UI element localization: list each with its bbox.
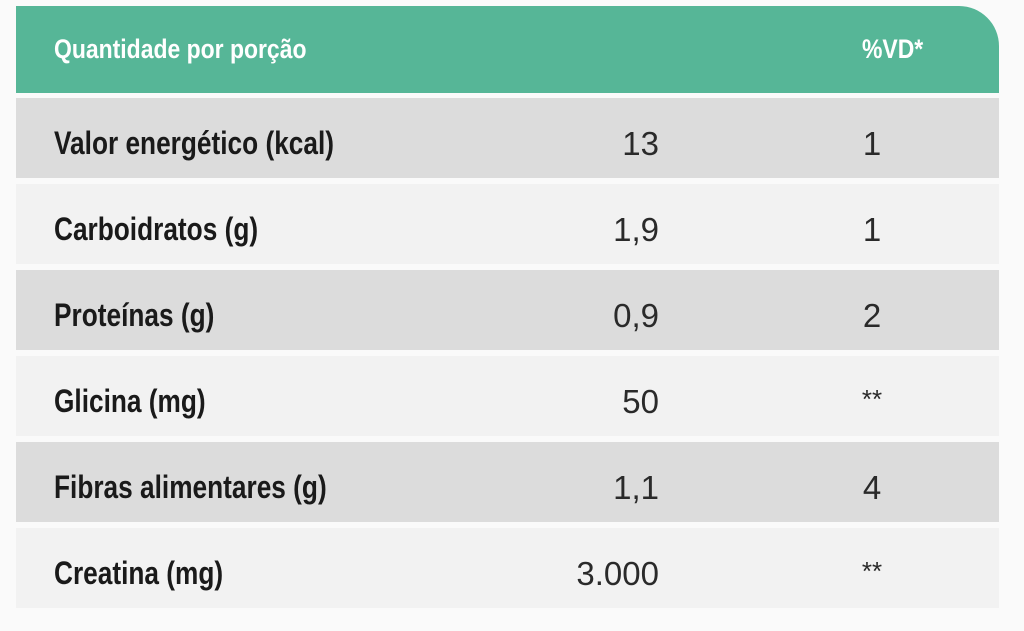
table-row: Glicina (mg) 50 **: [16, 356, 999, 436]
nutrient-label: Carboidratos (g): [54, 211, 259, 247]
nutrient-amount: 1,1: [613, 469, 659, 506]
header-daily-value-label: %VD*: [862, 34, 924, 64]
header-serving-label: Quantidade por porção: [54, 34, 307, 64]
nutrition-table: Quantidade por porção %VD* Valor energét…: [16, 6, 999, 608]
nutrient-label: Proteínas (g): [54, 297, 215, 333]
nutrient-label: Glicina (mg): [54, 383, 206, 419]
nutrient-daily-value: 4: [862, 469, 882, 506]
table-row: Carboidratos (g) 1,9 1: [16, 184, 999, 264]
table-row: Creatina (mg) 3.000 **: [16, 528, 999, 608]
nutrient-daily-value: 2: [862, 297, 882, 334]
nutrient-daily-value: 1: [862, 125, 882, 162]
nutrient-label: Fibras alimentares (g): [54, 469, 327, 505]
nutrient-amount: 13: [622, 125, 659, 162]
nutrient-daily-value: 1: [862, 211, 882, 248]
table-header: Quantidade por porção %VD*: [16, 6, 999, 93]
nutrient-amount: 3.000: [576, 555, 659, 592]
nutrient-amount: 50: [622, 383, 659, 420]
table-row: Valor energético (kcal) 13 1: [16, 98, 999, 178]
nutrient-label: Valor energético (kcal): [54, 125, 335, 161]
nutrient-daily-value: **: [861, 556, 883, 586]
table-row: Fibras alimentares (g) 1,1 4: [16, 442, 999, 522]
nutrient-amount: 1,9: [613, 211, 659, 248]
table-row: Proteínas (g) 0,9 2: [16, 270, 999, 350]
nutrient-amount: 0,9: [613, 297, 659, 334]
nutrient-daily-value: **: [861, 384, 883, 414]
nutrient-label: Creatina (mg): [54, 555, 224, 591]
